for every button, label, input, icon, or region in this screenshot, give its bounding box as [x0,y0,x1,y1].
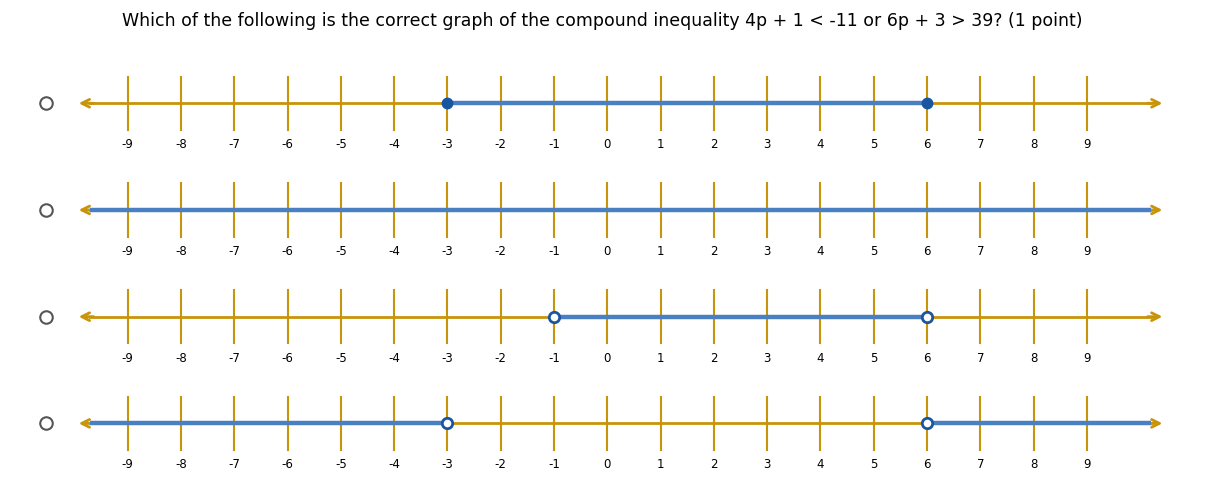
Text: -8: -8 [175,138,187,151]
Text: 7: 7 [976,457,984,470]
Text: -9: -9 [122,351,134,364]
Text: 3: 3 [764,244,771,257]
Text: -2: -2 [495,351,506,364]
Text: -6: -6 [282,457,294,470]
Text: -2: -2 [495,244,506,257]
Text: 5: 5 [870,244,877,257]
Text: -5: -5 [335,244,347,257]
Text: 5: 5 [870,351,877,364]
Text: -4: -4 [388,138,400,151]
Text: 3: 3 [764,138,771,151]
Text: -4: -4 [388,351,400,364]
Text: 1: 1 [657,351,664,364]
Text: 4: 4 [817,457,824,470]
Text: 0: 0 [604,244,611,257]
Text: 3: 3 [764,457,771,470]
Text: 6: 6 [923,244,930,257]
Text: -7: -7 [228,138,240,151]
Text: -8: -8 [175,244,187,257]
Text: 7: 7 [976,244,984,257]
Text: -7: -7 [228,244,240,257]
Text: -7: -7 [228,351,240,364]
Text: 3: 3 [764,351,771,364]
Text: 1: 1 [657,138,664,151]
Text: 1: 1 [657,244,664,257]
Text: 9: 9 [1083,244,1091,257]
Text: 4: 4 [817,244,824,257]
Text: 6: 6 [923,138,930,151]
Text: 9: 9 [1083,138,1091,151]
Text: Which of the following is the correct graph of the compound inequality 4p + 1 < : Which of the following is the correct gr… [122,12,1083,30]
Text: 8: 8 [1030,457,1038,470]
Text: 4: 4 [817,138,824,151]
Text: 2: 2 [710,244,717,257]
Text: 8: 8 [1030,138,1038,151]
Text: 5: 5 [870,138,877,151]
Text: 6: 6 [923,457,930,470]
Text: 7: 7 [976,351,984,364]
Text: 6: 6 [923,351,930,364]
Text: -6: -6 [282,351,294,364]
Text: -4: -4 [388,244,400,257]
Text: -9: -9 [122,138,134,151]
Text: 0: 0 [604,351,611,364]
Text: -1: -1 [548,351,560,364]
Text: -2: -2 [495,457,506,470]
Text: 2: 2 [710,138,717,151]
Text: -1: -1 [548,138,560,151]
Text: 4: 4 [817,351,824,364]
Text: -5: -5 [335,351,347,364]
Text: -7: -7 [228,457,240,470]
Text: -1: -1 [548,244,560,257]
Text: -2: -2 [495,138,506,151]
Text: -1: -1 [548,457,560,470]
Text: 0: 0 [604,457,611,470]
Text: 0: 0 [604,138,611,151]
Text: 8: 8 [1030,244,1038,257]
Text: 9: 9 [1083,351,1091,364]
Text: -3: -3 [441,244,453,257]
Text: 2: 2 [710,457,717,470]
Text: -9: -9 [122,457,134,470]
Text: -6: -6 [282,244,294,257]
Text: -9: -9 [122,244,134,257]
Text: 7: 7 [976,138,984,151]
Text: -5: -5 [335,457,347,470]
Text: -3: -3 [441,457,453,470]
Text: 2: 2 [710,351,717,364]
Text: -8: -8 [175,351,187,364]
Text: -5: -5 [335,138,347,151]
Text: 1: 1 [657,457,664,470]
Text: 9: 9 [1083,457,1091,470]
Text: 5: 5 [870,457,877,470]
Text: -3: -3 [441,351,453,364]
Text: -6: -6 [282,138,294,151]
Text: 8: 8 [1030,351,1038,364]
Text: -8: -8 [175,457,187,470]
Text: -3: -3 [441,138,453,151]
Text: -4: -4 [388,457,400,470]
